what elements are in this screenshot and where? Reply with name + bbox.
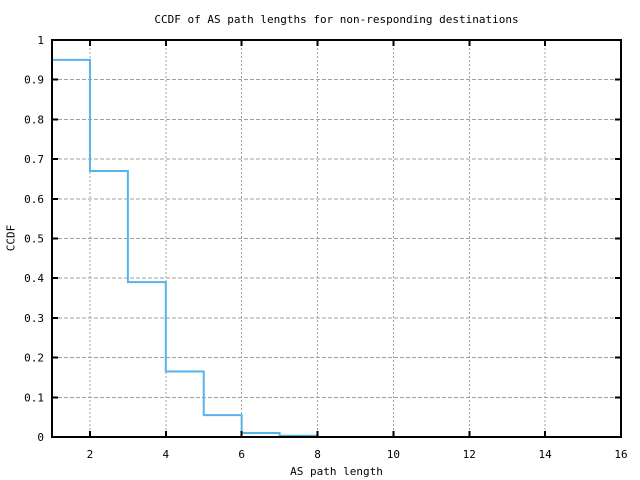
x-tick-label: 4 [162,448,169,461]
tick-labels: 2 4 6 8 10 12 14 16 0 0.1 0.2 0.3 0.4 0.5 0.6 0.7 0.8 0.9… [24,34,628,461]
series-ccdf-step-line [52,58,319,437]
x-axis-label: AS path length [290,465,383,478]
x-tick-label: 6 [238,448,245,461]
y-axis-label: CCDF [4,224,18,252]
y-tick-label: 0 [37,431,44,444]
y-tick-label: 0.7 [24,153,44,166]
series-lines [52,58,319,437]
y-tick-label: 1 [37,34,44,47]
x-tick-label: 12 [463,448,476,461]
y-tick-label: 0.8 [24,113,44,126]
y-tick-label: 0.5 [24,233,44,246]
y-tick-label: 0.2 [24,352,44,365]
plot-border [51,39,622,438]
x-tick-label: 14 [539,448,553,461]
x-tick-label: 8 [314,448,321,461]
y-tick-label: 0.6 [24,193,44,206]
x-tick-label: 2 [87,448,94,461]
x-tick-label: 16 [614,448,627,461]
y-tick-label: 0.1 [24,391,44,404]
y-tick-label: 0.4 [24,272,44,285]
y-tick-label: 0.3 [24,312,44,325]
x-tick-label: 10 [387,448,400,461]
gridlines [52,40,621,437]
y-tick-label: 0.9 [24,74,44,87]
chart-title: CCDF of AS path lengths for non-respondi… [154,13,519,26]
